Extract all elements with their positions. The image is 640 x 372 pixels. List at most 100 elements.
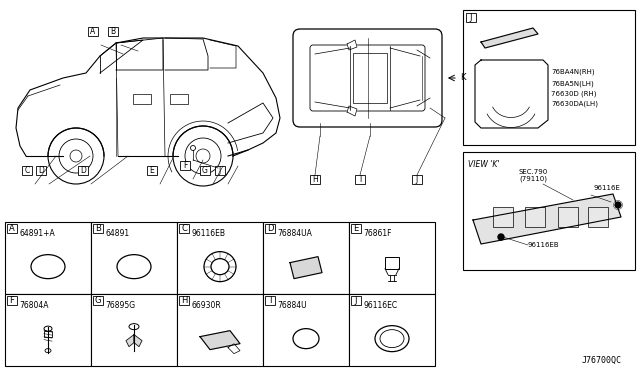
Bar	[353, 53, 387, 103]
Polygon shape	[481, 28, 538, 48]
Bar	[180, 161, 190, 170]
Bar	[349, 222, 435, 294]
Text: J: J	[355, 296, 357, 305]
Bar	[200, 166, 210, 175]
Circle shape	[614, 201, 622, 209]
Bar	[265, 296, 275, 305]
Text: I: I	[269, 296, 271, 305]
Bar	[588, 207, 608, 227]
Bar	[177, 222, 263, 294]
Text: I: I	[359, 175, 361, 184]
FancyBboxPatch shape	[293, 29, 442, 127]
Bar	[463, 10, 635, 145]
Text: 96116EC: 96116EC	[363, 301, 397, 310]
Polygon shape	[134, 335, 142, 347]
Polygon shape	[473, 194, 621, 244]
Text: 64891+A: 64891+A	[19, 229, 55, 238]
Text: 66930R: 66930R	[191, 301, 221, 310]
Bar	[22, 166, 32, 175]
Bar	[349, 294, 435, 366]
Bar	[310, 175, 320, 184]
Text: G: G	[202, 166, 208, 175]
Bar	[177, 294, 263, 366]
Bar	[263, 222, 349, 294]
Text: 76804A: 76804A	[19, 301, 49, 310]
Text: F: F	[10, 296, 15, 305]
Text: 64891: 64891	[105, 229, 129, 238]
Bar	[179, 224, 189, 233]
Text: C: C	[181, 224, 187, 233]
Bar	[7, 296, 17, 305]
Bar	[93, 224, 103, 233]
Text: K: K	[460, 74, 465, 83]
Bar	[44, 331, 52, 337]
Text: 96116EB: 96116EB	[191, 229, 225, 238]
Text: J: J	[416, 175, 418, 184]
Text: J76700QC: J76700QC	[582, 356, 622, 365]
Bar	[466, 13, 476, 22]
Text: D: D	[80, 166, 86, 175]
Text: (79110): (79110)	[519, 176, 547, 183]
Bar	[93, 296, 103, 305]
Text: J: J	[219, 166, 221, 175]
Text: H: H	[312, 175, 318, 184]
Polygon shape	[228, 344, 240, 354]
Ellipse shape	[44, 326, 52, 331]
Text: 76884U: 76884U	[277, 301, 307, 310]
Bar	[91, 294, 177, 366]
FancyBboxPatch shape	[310, 45, 425, 111]
Bar	[351, 296, 361, 305]
Text: F: F	[183, 161, 187, 170]
Text: 76BA4N(RH): 76BA4N(RH)	[551, 69, 595, 75]
Bar	[5, 294, 91, 366]
Text: H: H	[181, 296, 187, 305]
Polygon shape	[126, 335, 134, 347]
Text: VIEW 'K': VIEW 'K'	[468, 160, 499, 169]
Ellipse shape	[129, 324, 139, 330]
Bar	[5, 222, 91, 294]
Polygon shape	[290, 257, 322, 279]
Bar	[7, 224, 17, 233]
Text: E: E	[150, 166, 154, 175]
Text: B: B	[111, 27, 116, 36]
Bar	[355, 175, 365, 184]
Text: 76861F: 76861F	[363, 229, 392, 238]
Bar	[351, 224, 361, 233]
Bar	[265, 224, 275, 233]
Bar	[215, 166, 225, 175]
Bar	[147, 166, 157, 175]
Text: D: D	[267, 224, 273, 233]
Bar	[263, 294, 349, 366]
Bar	[170, 94, 188, 104]
Text: A: A	[9, 224, 15, 233]
Text: E: E	[353, 224, 358, 233]
Bar	[558, 207, 578, 227]
Text: D: D	[38, 166, 44, 175]
Text: 76895G: 76895G	[105, 301, 135, 310]
Text: SEC.790: SEC.790	[518, 169, 548, 175]
Text: 76BA5N(LH): 76BA5N(LH)	[551, 81, 594, 87]
Text: C: C	[24, 166, 29, 175]
Bar	[463, 152, 635, 270]
Bar	[88, 27, 98, 36]
Text: J: J	[470, 13, 472, 22]
Bar	[179, 296, 189, 305]
Bar	[385, 257, 399, 269]
Bar	[36, 166, 46, 175]
Text: A: A	[90, 27, 95, 36]
Text: B: B	[95, 224, 101, 233]
Bar	[78, 166, 88, 175]
Polygon shape	[200, 331, 240, 350]
Bar	[412, 175, 422, 184]
Polygon shape	[347, 106, 357, 116]
Text: 76630D (RH): 76630D (RH)	[551, 91, 596, 97]
Bar	[108, 27, 118, 36]
Text: 76884UA: 76884UA	[277, 229, 312, 238]
Bar	[91, 222, 177, 294]
Bar	[525, 207, 545, 227]
Text: G: G	[95, 296, 101, 305]
Polygon shape	[347, 40, 357, 50]
Text: 76630DA(LH): 76630DA(LH)	[551, 101, 598, 107]
Text: 96116E: 96116E	[593, 185, 620, 191]
Bar	[493, 207, 513, 227]
